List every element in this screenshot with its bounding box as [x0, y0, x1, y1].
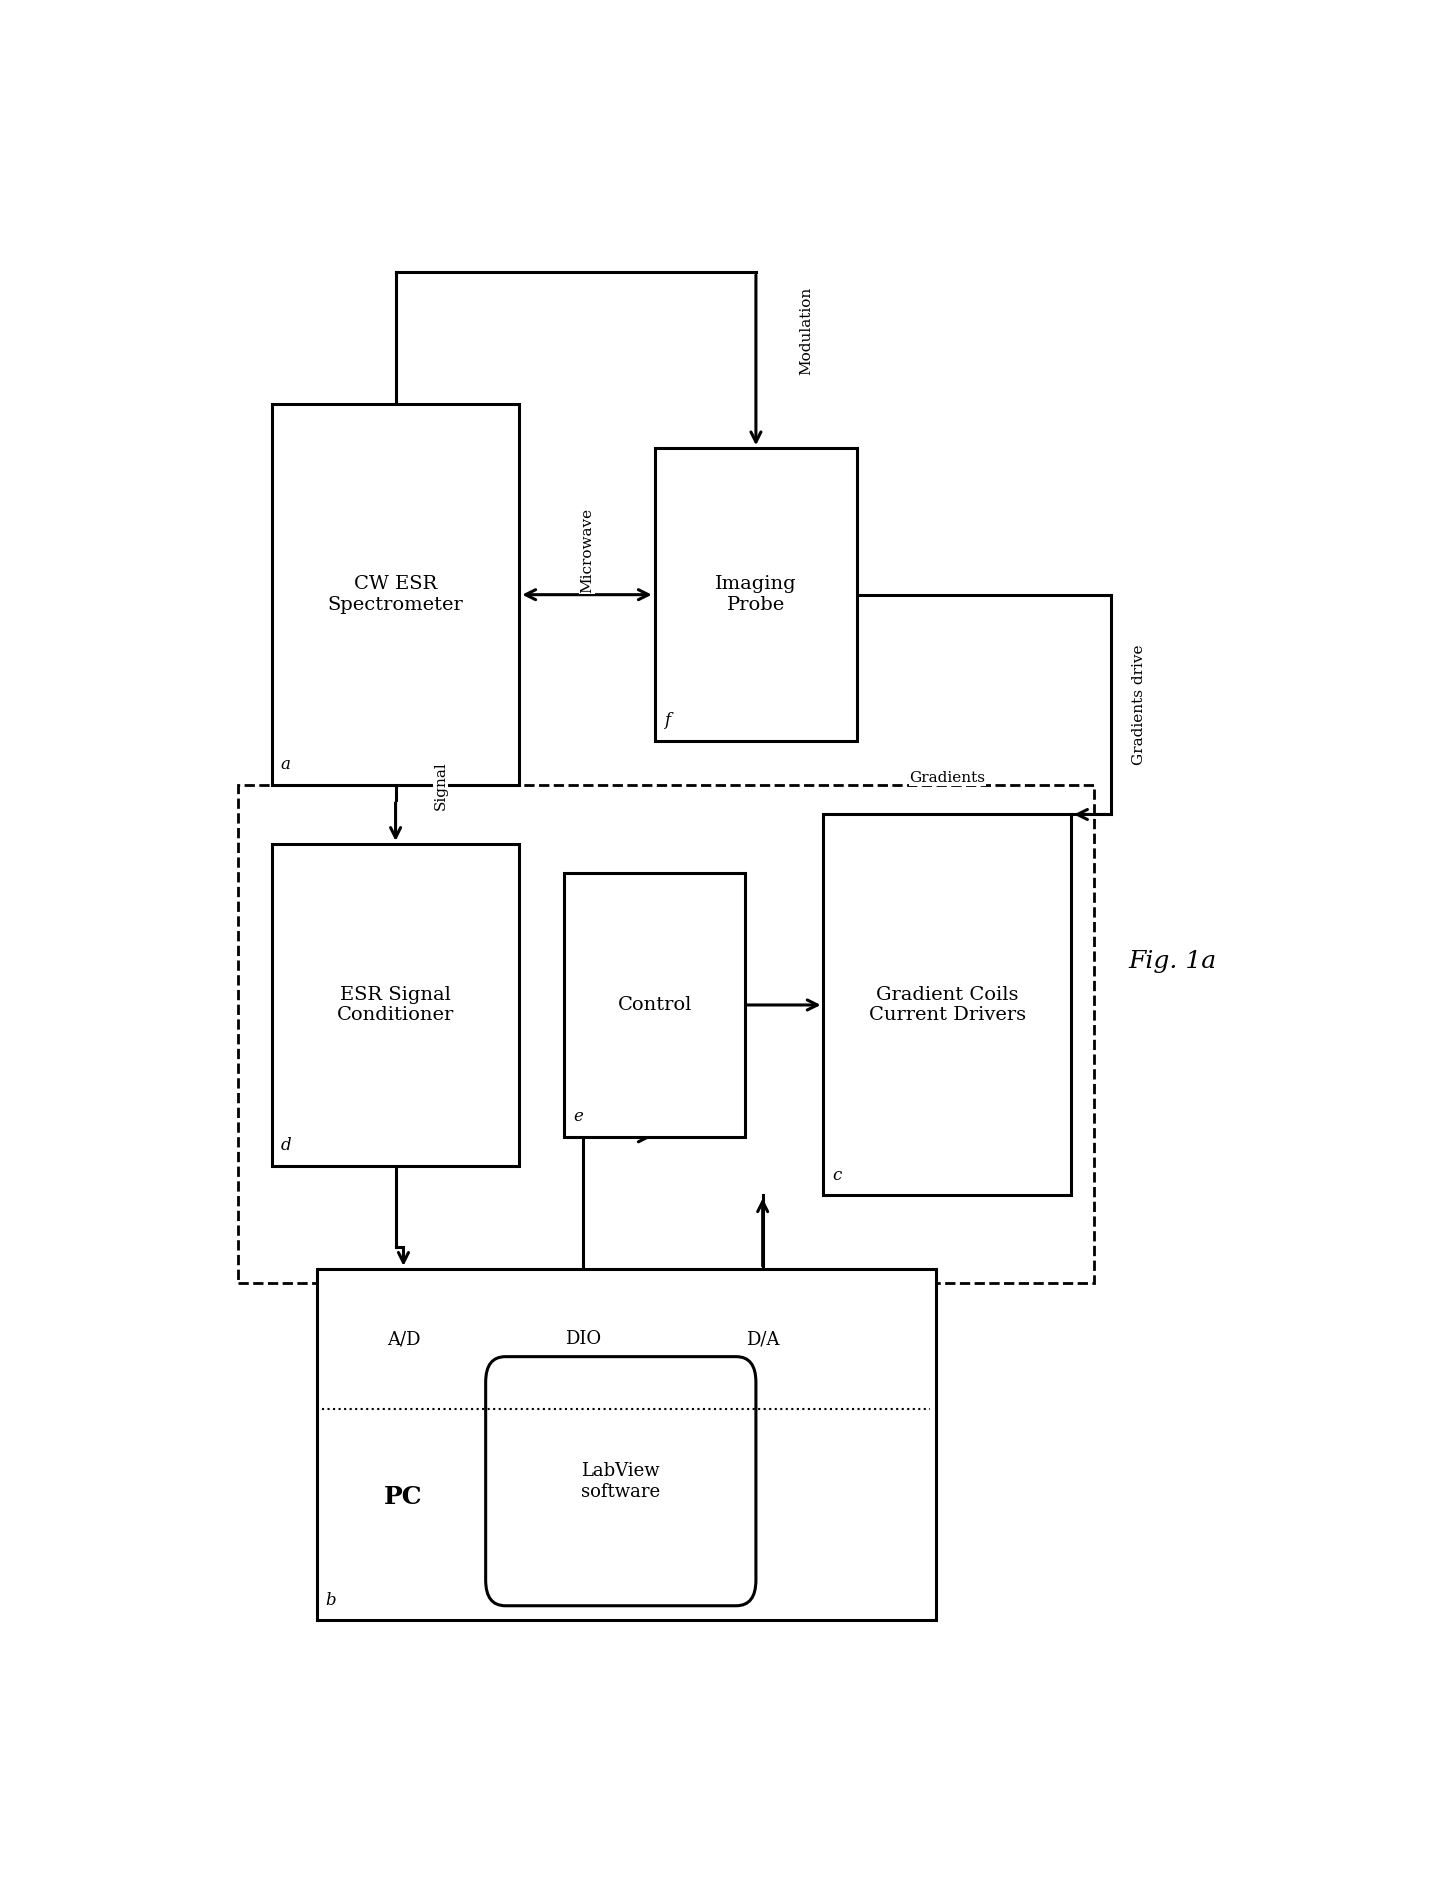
- Text: b: b: [325, 1591, 337, 1608]
- Bar: [272, 843, 520, 1167]
- Text: Gradients drive: Gradients drive: [1132, 645, 1146, 765]
- Bar: [317, 1269, 936, 1621]
- Bar: [238, 786, 1094, 1283]
- Text: e: e: [574, 1108, 583, 1125]
- Bar: [824, 814, 1071, 1195]
- Text: f: f: [664, 712, 670, 729]
- Text: CW ESR
Spectrometer: CW ESR Spectrometer: [328, 575, 464, 615]
- Text: c: c: [833, 1167, 841, 1184]
- Text: D/A: D/A: [745, 1330, 779, 1347]
- Bar: [654, 449, 857, 740]
- Text: Microwave: Microwave: [580, 508, 594, 594]
- Text: Fig. 1a: Fig. 1a: [1129, 950, 1216, 972]
- Bar: [272, 403, 520, 786]
- Text: PC: PC: [384, 1486, 423, 1509]
- Text: d: d: [280, 1138, 292, 1155]
- Text: Signal: Signal: [433, 761, 448, 809]
- Text: DIO: DIO: [565, 1330, 602, 1347]
- Text: Gradient Coils
Current Drivers: Gradient Coils Current Drivers: [869, 986, 1026, 1024]
- FancyBboxPatch shape: [485, 1357, 756, 1606]
- Text: ESR Signal
Conditioner: ESR Signal Conditioner: [337, 986, 455, 1024]
- Text: Imaging
Probe: Imaging Probe: [715, 575, 796, 615]
- Text: A/D: A/D: [386, 1330, 420, 1347]
- Bar: [564, 873, 744, 1136]
- Text: a: a: [280, 757, 291, 773]
- Text: LabView
software: LabView software: [581, 1462, 660, 1501]
- Text: Control: Control: [618, 995, 692, 1014]
- Text: Modulation: Modulation: [799, 287, 814, 375]
- Text: Gradients: Gradients: [910, 771, 985, 786]
